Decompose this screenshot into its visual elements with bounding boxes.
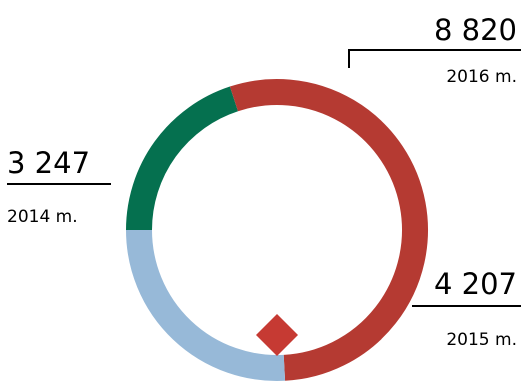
year-label-2015: 2015 m.: [446, 330, 517, 350]
label-2015: 4 207 2015 m.: [412, 267, 521, 350]
donut-segment-2014: [126, 86, 239, 231]
label-2016: 8 820 2016 m.: [348, 13, 521, 87]
donut-segment-2015: [126, 229, 286, 381]
year-label-2016: 2016 m.: [446, 67, 517, 87]
value-label-2016: 8 820: [434, 13, 517, 47]
value-label-2014: 3 247: [7, 146, 90, 180]
value-label-2015: 4 207: [434, 267, 517, 301]
donut-ring: [126, 79, 428, 381]
label-2014: 3 247 2014 m.: [7, 146, 111, 227]
leader-line-2016: [348, 49, 521, 68]
donut-segment-2016: [229, 79, 428, 381]
year-label-2014: 2014 m.: [7, 207, 78, 227]
diamond-marker: [256, 314, 298, 356]
